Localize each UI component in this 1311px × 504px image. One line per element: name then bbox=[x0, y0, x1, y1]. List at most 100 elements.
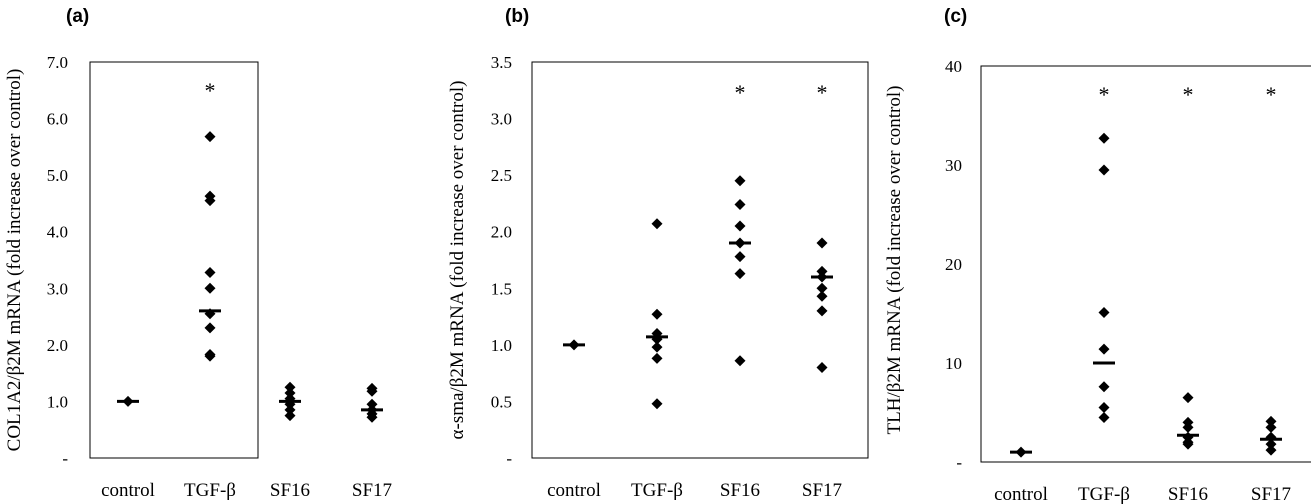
y-tick-label: 1.5 bbox=[491, 279, 512, 298]
category-label: SF17 bbox=[352, 480, 392, 501]
significance-markers: * * * bbox=[1099, 82, 1277, 107]
y-tick-label: 1.0 bbox=[491, 336, 512, 355]
y-tick-label: 3.0 bbox=[47, 279, 68, 298]
data-point bbox=[1183, 439, 1194, 450]
category-labels: control TGF-β SF16 SF17 bbox=[994, 484, 1291, 504]
y-tick-labels: - 0.5 1.0 1.5 2.0 2.5 3.0 3.5 bbox=[491, 53, 513, 468]
data-point bbox=[205, 283, 216, 294]
data-point bbox=[817, 362, 828, 373]
y-tick-label: 4.0 bbox=[47, 223, 68, 242]
y-tick-labels: - 1.0 2.0 3.0 4.0 5.0 6.0 7.0 bbox=[47, 53, 69, 468]
data-point bbox=[1099, 307, 1110, 318]
data-point bbox=[652, 309, 663, 320]
significance-star: * bbox=[205, 78, 216, 103]
category-label: SF16 bbox=[720, 480, 760, 501]
data-point bbox=[735, 199, 746, 210]
panel-label: (a) bbox=[66, 6, 89, 27]
data-point bbox=[1099, 412, 1110, 423]
y-tick-label: 20 bbox=[945, 255, 962, 274]
data-points bbox=[569, 175, 828, 409]
data-point bbox=[735, 251, 746, 262]
y-tick-label: 3.0 bbox=[491, 110, 512, 129]
data-point bbox=[205, 267, 216, 278]
category-label: SF17 bbox=[1251, 484, 1291, 504]
data-point bbox=[123, 396, 134, 407]
data-points bbox=[123, 131, 378, 423]
category-labels: control TGF-β SF16 SF17 bbox=[101, 480, 392, 501]
data-point bbox=[652, 398, 663, 409]
data-point bbox=[735, 355, 746, 366]
y-tick-label: 2.5 bbox=[491, 166, 512, 185]
y-tick-label: 5.0 bbox=[47, 166, 68, 185]
significance-star: * bbox=[817, 80, 828, 105]
y-tick-label: 10 bbox=[945, 354, 962, 373]
data-points bbox=[1016, 133, 1277, 458]
data-point bbox=[205, 131, 216, 142]
y-tick-label: 6.0 bbox=[47, 110, 68, 129]
significance-markers: * bbox=[205, 78, 216, 103]
data-point bbox=[205, 351, 216, 362]
category-labels: control TGF-β SF16 SF17 bbox=[547, 480, 842, 501]
plot-frame bbox=[532, 62, 868, 458]
data-point bbox=[735, 268, 746, 279]
y-tick-label: 30 bbox=[945, 156, 962, 175]
y-tick-label: 7.0 bbox=[47, 53, 68, 72]
data-point bbox=[1266, 422, 1277, 433]
significance-star: * bbox=[1099, 82, 1110, 107]
y-tick-label: 40 bbox=[945, 57, 962, 76]
panel-b: (b) α-sma/β2M mRNA (fold increase over c… bbox=[447, 6, 868, 501]
panel-c: (c) TLH/β2M mRNA (fold increase over con… bbox=[884, 6, 1311, 504]
data-point bbox=[735, 175, 746, 186]
y-tick-label: 2.0 bbox=[47, 336, 68, 355]
significance-star: * bbox=[1266, 82, 1277, 107]
y-tick-label: 3.5 bbox=[491, 53, 512, 72]
median-lines bbox=[563, 243, 833, 345]
median-lines bbox=[117, 311, 383, 410]
significance-markers: * * bbox=[735, 80, 828, 105]
data-point bbox=[652, 342, 663, 353]
y-tick-label: 1.0 bbox=[47, 392, 68, 411]
data-point bbox=[1266, 445, 1277, 456]
data-point bbox=[817, 238, 828, 249]
plot-frame bbox=[90, 62, 258, 458]
category-label: SF16 bbox=[270, 480, 310, 501]
y-tick-label: - bbox=[62, 449, 68, 468]
y-axis-label: COL1A2/β2M mRNA (fold increase over cont… bbox=[4, 69, 25, 452]
data-point bbox=[1099, 381, 1110, 392]
panel-label: (c) bbox=[944, 6, 967, 27]
data-point bbox=[652, 218, 663, 229]
data-point bbox=[1099, 402, 1110, 413]
data-point bbox=[1016, 447, 1027, 458]
significance-star: * bbox=[735, 80, 746, 105]
plot-frame bbox=[981, 66, 1311, 462]
y-axis-label: TLH/β2M mRNA (fold increase over control… bbox=[884, 86, 905, 435]
data-point bbox=[735, 238, 746, 249]
data-point bbox=[817, 271, 828, 282]
y-tick-label: - bbox=[506, 449, 512, 468]
y-tick-label: 2.0 bbox=[491, 223, 512, 242]
category-label: SF17 bbox=[802, 480, 842, 501]
data-point bbox=[735, 221, 746, 232]
data-point bbox=[652, 353, 663, 364]
data-point bbox=[205, 322, 216, 333]
y-tick-label: - bbox=[956, 453, 962, 472]
y-tick-labels: - 10 20 30 40 bbox=[945, 57, 962, 472]
panel-a: (a) COL1A2/β2M mRNA (fold increase over … bbox=[4, 6, 392, 501]
data-point bbox=[569, 339, 580, 350]
category-label: control bbox=[994, 484, 1048, 504]
significance-star: * bbox=[1183, 82, 1194, 107]
data-point bbox=[1183, 392, 1194, 403]
data-point bbox=[817, 305, 828, 316]
category-label: TGF-β bbox=[631, 480, 683, 501]
category-label: control bbox=[547, 480, 601, 501]
category-label: control bbox=[101, 480, 155, 501]
category-label: SF16 bbox=[1168, 484, 1208, 504]
category-label: TGF-β bbox=[1078, 484, 1130, 504]
data-point bbox=[1099, 344, 1110, 355]
panel-label: (b) bbox=[505, 6, 529, 27]
data-point bbox=[285, 410, 296, 421]
y-tick-label: 0.5 bbox=[491, 392, 512, 411]
data-point bbox=[1099, 133, 1110, 144]
median-lines bbox=[1010, 363, 1282, 452]
